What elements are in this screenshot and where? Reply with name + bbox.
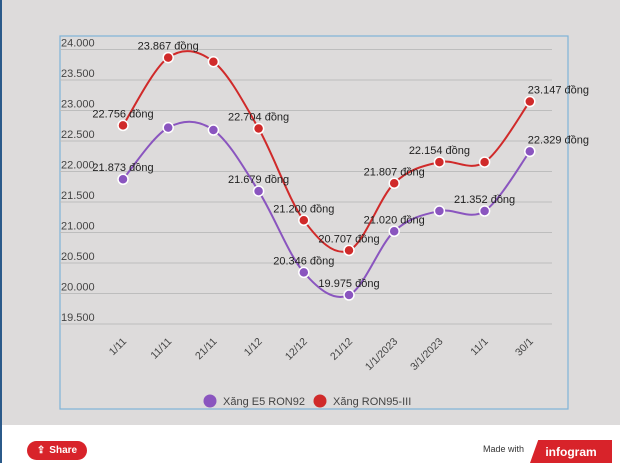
data-point	[343, 244, 355, 257]
data-point	[162, 51, 174, 64]
data-label: 21.679 đồng	[228, 174, 289, 186]
data-point	[117, 119, 129, 132]
data-point	[433, 205, 446, 217]
data-point	[524, 145, 536, 158]
left-border	[0, 0, 2, 463]
data-label: 20.346 đồng	[273, 255, 334, 267]
y-tick-label: 20.000	[61, 282, 95, 294]
y-tick-label: 19.500	[61, 312, 95, 324]
data-point	[433, 156, 446, 168]
x-tick-label: 21/11	[193, 336, 220, 363]
data-point	[478, 205, 491, 217]
x-tick-label: 30/1	[513, 336, 536, 359]
legend-label: Xăng E5 RON92	[223, 396, 305, 408]
data-point	[162, 121, 174, 134]
legend-marker	[313, 394, 327, 408]
x-tick-label: 21/12	[328, 336, 355, 363]
data-point	[478, 156, 491, 168]
x-tick-label: 11/11	[148, 336, 174, 362]
y-tick-label: 23.000	[61, 99, 95, 111]
data-label: 19.975 đồng	[318, 278, 379, 290]
infogram-logo[interactable]: infogram	[530, 440, 612, 463]
y-tick-label: 24.000	[61, 38, 95, 50]
share-icon: ⇪	[36, 445, 46, 456]
x-tick-label: 1/12	[242, 336, 265, 359]
data-point	[298, 266, 310, 279]
x-tick-label: 1/11	[107, 336, 129, 358]
plot-frame	[59, 35, 569, 410]
x-tick-label: 12/12	[283, 336, 310, 363]
data-label: 22.154 đồng	[409, 145, 470, 157]
data-label: 21.352 đồng	[454, 194, 515, 206]
y-tick-label: 20.500	[61, 251, 95, 263]
x-tick-label: 1/1/2023	[363, 336, 400, 373]
series-line-0	[122, 120, 531, 298]
data-point	[298, 214, 310, 227]
data-label: 23.867 đồng	[138, 41, 199, 53]
data-label: 23.147 đồng	[528, 85, 589, 97]
share-label: Share	[49, 445, 78, 456]
data-label: 21.200 đồng	[273, 203, 334, 215]
x-tick-label: 11/1	[468, 336, 490, 358]
y-tick-label: 21.000	[61, 221, 95, 233]
y-tick-label: 21.500	[61, 190, 95, 202]
data-label: 22.329 đồng	[528, 134, 589, 146]
footer	[2, 425, 620, 463]
data-point	[252, 185, 265, 197]
share-button[interactable]: ⇪ Share	[27, 441, 87, 460]
data-point	[207, 124, 220, 136]
series-line-1	[122, 50, 531, 253]
data-point	[343, 289, 355, 301]
data-label: 21.873 đồng	[92, 162, 153, 174]
data-point	[252, 122, 265, 135]
made-with-label: Made with	[483, 444, 525, 454]
data-point	[117, 173, 129, 185]
legend-label: Xăng RON95-III	[333, 396, 411, 408]
data-label: 22.704 đồng	[228, 112, 289, 124]
data-point	[388, 225, 400, 238]
data-label: 20.707 đồng	[318, 233, 379, 245]
line-chart: 19.500 20.000 20.500 21.000 21.500 22.000 22.5…	[59, 35, 589, 410]
data-label: 21.020 đồng	[364, 214, 425, 226]
data-label: 22.756 đồng	[92, 108, 153, 120]
y-tick-label: 23.500	[61, 68, 95, 80]
y-tick-label: 22.000	[61, 160, 95, 172]
legend-marker	[203, 394, 217, 408]
x-tick-label: 3/1/2023	[408, 336, 445, 373]
data-point	[524, 95, 536, 108]
y-tick-label: 22.500	[61, 129, 95, 141]
data-point	[207, 55, 220, 68]
data-point	[388, 177, 400, 190]
data-label: 21.807 đồng	[364, 166, 425, 178]
